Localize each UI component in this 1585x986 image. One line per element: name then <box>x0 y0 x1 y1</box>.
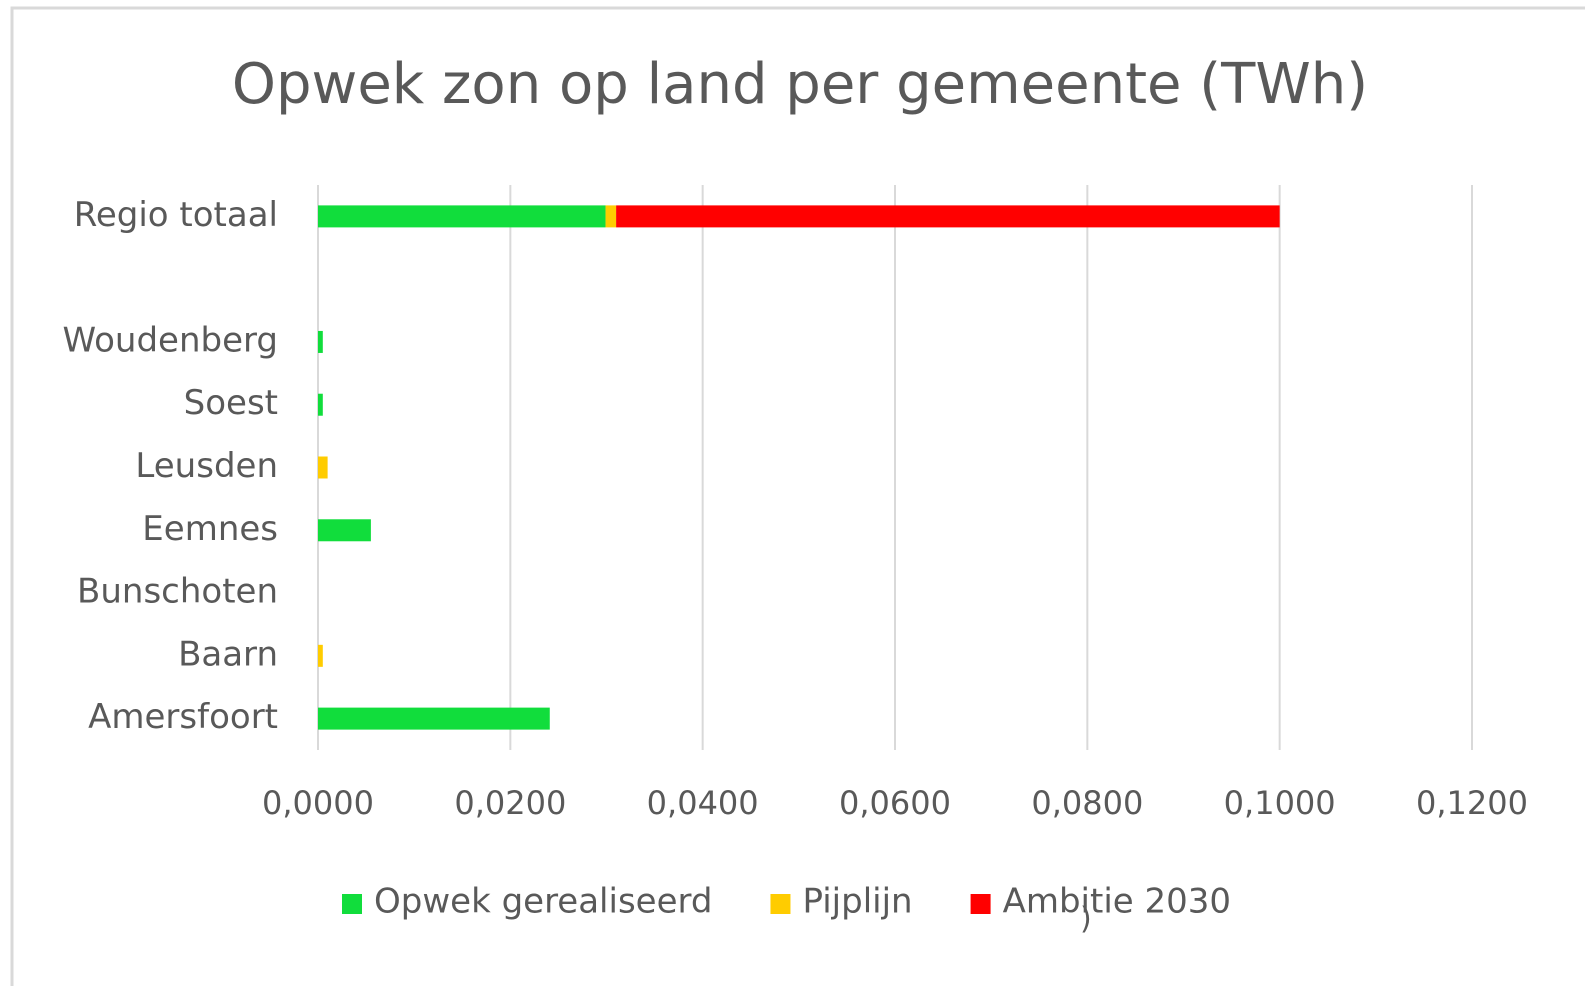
bar <box>318 644 323 667</box>
x-tick-label: 0,0000 <box>262 784 374 822</box>
bar <box>605 205 617 228</box>
chart-border <box>10 6 1585 986</box>
y-tick-label: Leusden <box>135 446 278 486</box>
bar <box>318 393 323 416</box>
legend-label: Opwek gerealiseerd <box>374 882 712 922</box>
bar <box>318 330 323 353</box>
y-tick-label: Amersfoort <box>88 697 278 737</box>
legend-marker <box>970 894 991 914</box>
legend-label: Ambitie 2030 <box>1003 882 1231 922</box>
legend-marker <box>342 894 362 914</box>
x-tick-label: 0,0800 <box>1031 784 1143 822</box>
y-tick-label: Baarn <box>178 634 278 674</box>
annotation: ) <box>1080 902 1092 937</box>
chart-title: Opwek zon op land per gemeente (TWh) <box>232 52 1368 117</box>
x-tick-label: 0,1000 <box>1224 784 1336 822</box>
y-tick-label: Soest <box>184 383 278 423</box>
y-tick-label: Regio totaal <box>74 195 278 235</box>
bar <box>616 205 1280 228</box>
x-tick-label: 0,0600 <box>839 784 951 822</box>
legend-label: Pijplijn <box>802 882 912 922</box>
x-tick-label: 0,0400 <box>647 784 759 822</box>
bar <box>318 456 328 479</box>
bar <box>318 519 371 542</box>
legend-marker <box>770 894 791 914</box>
x-tick-label: 0,1200 <box>1416 784 1528 822</box>
y-tick-label: Eemnes <box>142 509 278 549</box>
bar <box>318 205 606 228</box>
bar <box>318 707 550 730</box>
y-tick-label: Bunschoten <box>77 572 278 612</box>
x-tick-label: 0,0200 <box>454 784 566 822</box>
y-tick-label: Woudenberg <box>63 320 279 360</box>
